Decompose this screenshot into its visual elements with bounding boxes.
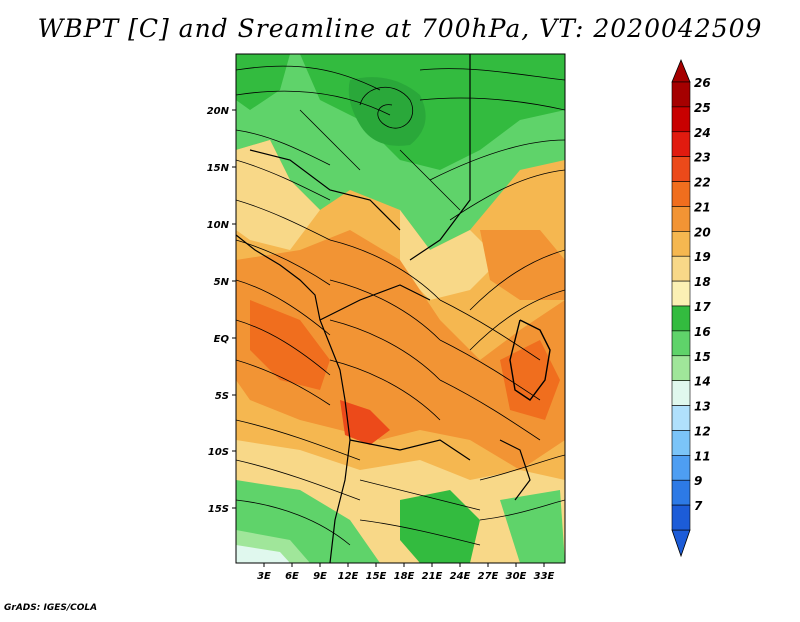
lon-label: 6E bbox=[285, 571, 299, 582]
lat-label: 5S bbox=[215, 391, 229, 402]
colorbar-cell bbox=[671, 305, 691, 332]
colorbar-label: 19 bbox=[694, 250, 711, 264]
colorbar-label: 16 bbox=[694, 325, 711, 339]
colorbar-label: 25 bbox=[694, 101, 711, 115]
lat-label: 10N bbox=[207, 220, 230, 231]
colorbar-cell bbox=[671, 181, 691, 207]
colorbar-cell bbox=[671, 106, 691, 133]
lon-label: 33E bbox=[534, 571, 555, 582]
lat-label: 5N bbox=[214, 277, 230, 288]
colorbar-cell bbox=[671, 280, 691, 307]
lon-axis: 3E 6E 9E 12E 15E 18E 21E 24E 27E 30E 33E bbox=[257, 563, 555, 582]
colorbar-cell bbox=[671, 405, 691, 431]
colorbar-label: 7 bbox=[694, 499, 703, 513]
coastlines bbox=[236, 54, 551, 563]
colorbar-cell bbox=[671, 504, 691, 531]
colorbar-cell bbox=[671, 255, 691, 282]
lat-label: 15N bbox=[207, 163, 230, 174]
lat-label: 15S bbox=[208, 504, 229, 515]
colorbar-cell bbox=[671, 81, 691, 108]
lon-label: 24E bbox=[450, 571, 471, 582]
colorbar-label: 21 bbox=[694, 200, 711, 214]
colorbar-label: 13 bbox=[694, 400, 711, 414]
colorbar-label: 18 bbox=[694, 275, 711, 289]
colorbar-label: 9 bbox=[694, 474, 702, 488]
colorbar-bottom-arrow bbox=[671, 529, 691, 558]
lon-label: 27E bbox=[478, 571, 499, 582]
colorbar-cell bbox=[671, 131, 691, 157]
plot-frame bbox=[235, 53, 566, 564]
lon-label: 3E bbox=[257, 571, 271, 582]
colorbar-label: 14 bbox=[694, 375, 711, 389]
lon-label: 21E bbox=[422, 571, 443, 582]
colorbar-cell bbox=[671, 156, 691, 182]
colorbar-cell bbox=[671, 479, 691, 506]
colorbar-label: 11 bbox=[694, 449, 711, 463]
streamlines bbox=[236, 65, 565, 546]
colorbar-label: 24 bbox=[694, 126, 711, 140]
chart-title: WBPT [C] and Sreamline at 700hPa, VT: 20… bbox=[37, 14, 763, 43]
lon-label: 30E bbox=[506, 571, 527, 582]
lat-label: EQ bbox=[214, 334, 230, 345]
lat-label: 10S bbox=[208, 447, 229, 458]
lon-label: 12E bbox=[338, 571, 359, 582]
wbpt-field bbox=[236, 54, 565, 563]
lat-axis: 20N 15N 10N 5N EQ 5S 10S 15S bbox=[207, 106, 236, 515]
lon-label: 15E bbox=[366, 571, 387, 582]
colorbar-cell bbox=[671, 455, 691, 481]
lon-label: 9E bbox=[313, 571, 327, 582]
colorbar-cell bbox=[671, 206, 691, 232]
lat-label: 20N bbox=[207, 106, 230, 117]
colorbar-cell bbox=[671, 380, 691, 406]
lon-label: 18E bbox=[394, 571, 415, 582]
colorbar-top-arrow bbox=[671, 58, 691, 83]
colorbar-label: 15 bbox=[694, 350, 711, 364]
colorbar-cell bbox=[671, 430, 691, 456]
colorbar-cell bbox=[671, 231, 691, 257]
colorbar-label: 22 bbox=[694, 176, 711, 190]
credit-text: GrADS: IGES/COLA bbox=[4, 603, 98, 613]
colorbar-label: 17 bbox=[694, 300, 711, 314]
colorbar-cell bbox=[671, 355, 691, 381]
colorbar-label: 26 bbox=[694, 76, 711, 90]
colorbar-cell bbox=[671, 330, 691, 357]
colorbar-label: 12 bbox=[694, 424, 711, 438]
colorbar: 26 25 24 23 22 21 20 19 18 17 16 15 14 13 12 11 9 7 bbox=[671, 58, 711, 558]
colorbar-label: 20 bbox=[694, 225, 711, 239]
colorbar-label: 23 bbox=[694, 151, 711, 165]
